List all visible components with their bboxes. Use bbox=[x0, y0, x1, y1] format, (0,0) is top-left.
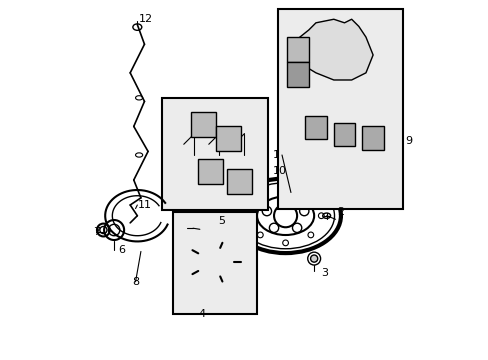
Text: 7: 7 bbox=[93, 227, 100, 237]
Bar bbox=[305, 116, 326, 139]
Ellipse shape bbox=[378, 53, 391, 67]
Ellipse shape bbox=[371, 66, 385, 80]
Text: 2: 2 bbox=[337, 207, 344, 217]
Text: 9: 9 bbox=[405, 136, 411, 146]
Bar bbox=[278, 9, 403, 208]
Text: 3: 3 bbox=[321, 268, 327, 278]
Ellipse shape bbox=[371, 41, 385, 55]
Ellipse shape bbox=[373, 68, 382, 78]
Ellipse shape bbox=[380, 55, 389, 65]
Circle shape bbox=[310, 255, 317, 262]
Bar bbox=[226, 169, 251, 194]
Text: 4: 4 bbox=[198, 309, 205, 319]
Text: 8: 8 bbox=[132, 277, 139, 287]
Bar bbox=[162, 98, 267, 210]
Bar bbox=[287, 37, 308, 62]
Bar bbox=[173, 212, 257, 314]
Ellipse shape bbox=[373, 43, 382, 53]
Text: 6: 6 bbox=[118, 245, 124, 255]
Bar bbox=[333, 123, 354, 146]
Text: 5: 5 bbox=[217, 216, 224, 226]
Bar bbox=[362, 126, 383, 150]
Bar bbox=[287, 62, 308, 87]
Text: 11: 11 bbox=[137, 200, 151, 210]
Text: 12: 12 bbox=[139, 14, 153, 24]
Bar bbox=[216, 126, 241, 152]
Text: 10: 10 bbox=[272, 166, 286, 176]
Bar bbox=[198, 158, 223, 184]
Text: 1: 1 bbox=[273, 150, 280, 160]
Bar bbox=[190, 112, 216, 137]
Polygon shape bbox=[290, 19, 372, 80]
